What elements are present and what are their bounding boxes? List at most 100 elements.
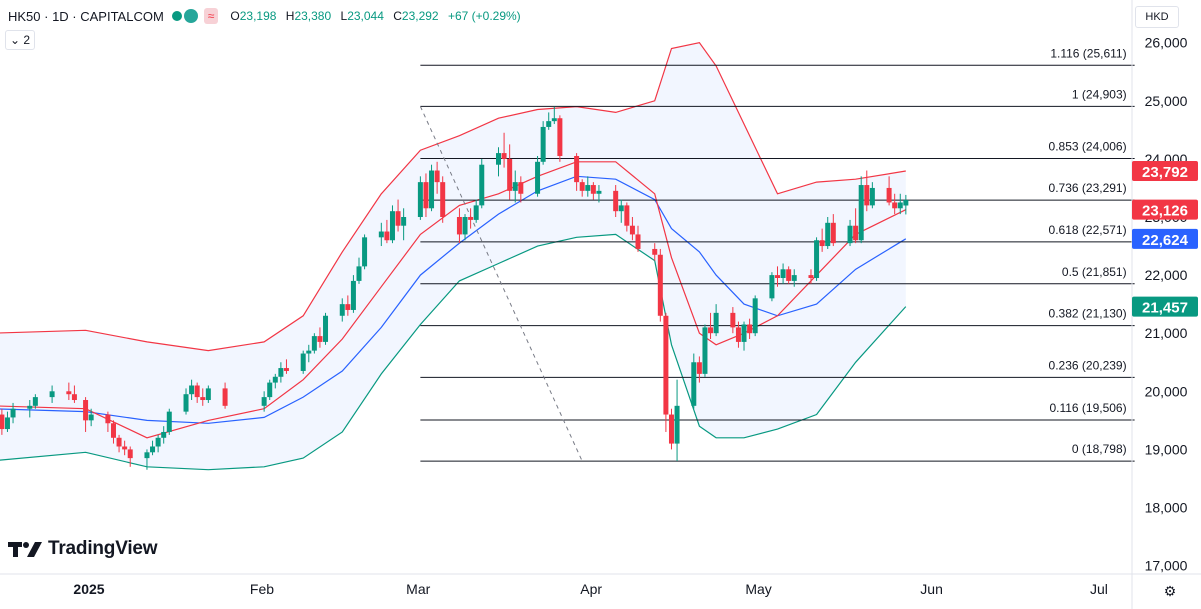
- x-tick-label: Feb: [250, 581, 274, 597]
- candle: [350, 275, 356, 313]
- candle-body: [551, 118, 557, 122]
- candle: [786, 266, 792, 284]
- candle: [356, 257, 362, 284]
- candle-body: [864, 185, 870, 206]
- candle: [814, 237, 820, 281]
- candle-body: [657, 254, 663, 316]
- candle-body: [183, 394, 189, 412]
- candle: [869, 182, 875, 209]
- candle-body: [791, 275, 797, 281]
- candle-body: [830, 222, 836, 244]
- candle-body: [847, 225, 853, 244]
- x-tick-label: Jun: [920, 581, 943, 597]
- fibonacci-retracement: 1.116 (25,611) 1 (24,903) 0.853 (24,006) 0.…: [419, 46, 1135, 462]
- x-tick-label: 2025: [73, 581, 104, 597]
- candle: [429, 164, 435, 212]
- candle: [378, 222, 384, 247]
- candle: [652, 243, 658, 261]
- fib-level-label: 0.236 (20,239): [1049, 358, 1127, 372]
- price-label-text: 22,624: [1142, 232, 1189, 249]
- candle: [345, 295, 351, 316]
- candle-body: [189, 385, 195, 395]
- candle-body: [434, 170, 440, 183]
- candle: [696, 356, 702, 383]
- close-value: 23,292: [401, 9, 439, 23]
- fib-level-label: 1.116 (25,611): [1050, 46, 1126, 60]
- candle-body: [311, 336, 317, 351]
- candle: [579, 179, 585, 197]
- fib-level-label: 0.382 (21,130): [1049, 307, 1127, 321]
- currency-button[interactable]: HKD: [1135, 6, 1179, 28]
- candle-body: [10, 408, 16, 418]
- candle: [535, 155, 541, 197]
- candle: [663, 312, 669, 432]
- candle-body: [769, 275, 775, 299]
- candle: [27, 400, 33, 418]
- candle: [886, 176, 892, 206]
- candle-body: [886, 187, 892, 203]
- y-tick-label: 20,000: [1145, 383, 1188, 399]
- settings-gear-icon[interactable]: ⚙: [1163, 583, 1177, 599]
- collapse-indicators-button[interactable]: ⌄ 2: [5, 30, 35, 50]
- candle-body: [512, 182, 518, 191]
- candle: [49, 385, 55, 403]
- candle-body: [708, 327, 714, 334]
- candle: [702, 324, 708, 377]
- candle-body: [0, 414, 5, 430]
- candle: [183, 388, 189, 415]
- candle-body: [741, 324, 747, 342]
- candle-body: [897, 202, 903, 209]
- candle-body: [869, 187, 875, 206]
- candle: [10, 402, 16, 424]
- indicator-icon[interactable]: ≈: [203, 8, 219, 24]
- candle-body: [473, 205, 479, 220]
- candle-body: [518, 182, 524, 194]
- candle: [440, 176, 446, 223]
- candle: [88, 408, 94, 427]
- candle: [317, 327, 323, 348]
- candle: [423, 173, 429, 217]
- candle-body: [323, 315, 329, 342]
- candle-body: [440, 182, 446, 217]
- candle-body: [261, 397, 267, 406]
- candle: [194, 382, 200, 403]
- candle-body: [903, 200, 909, 206]
- candle-body: [501, 153, 507, 159]
- candle: [691, 353, 697, 409]
- candle-body: [629, 225, 635, 235]
- candle-body: [730, 312, 736, 328]
- candle: [730, 307, 736, 334]
- y-tick-label: 18,000: [1145, 500, 1188, 516]
- candle: [462, 214, 468, 241]
- candle: [551, 106, 557, 125]
- candle-body: [456, 217, 462, 235]
- candle-body: [4, 417, 10, 430]
- symbol-title[interactable]: HK50 · 1D · CAPITALCOM: [8, 8, 164, 24]
- candle: [825, 217, 831, 249]
- candle-body: [585, 185, 591, 191]
- candle: [311, 333, 317, 354]
- candle-body: [814, 240, 820, 279]
- candle: [657, 248, 663, 322]
- candle-body: [155, 437, 161, 447]
- market-status-icon: [171, 11, 182, 21]
- candle: [847, 219, 853, 247]
- price-label-bg: [1132, 199, 1198, 220]
- candle-body: [892, 202, 898, 209]
- candle: [708, 312, 714, 340]
- candle-body: [378, 231, 384, 238]
- high-label: H: [285, 9, 295, 23]
- candle: [306, 344, 312, 363]
- candle-body: [613, 190, 619, 212]
- candle-body: [780, 269, 786, 279]
- candle-body: [395, 211, 401, 226]
- fib-level-label: 0.5 (21,851): [1062, 265, 1127, 279]
- candle: [166, 408, 172, 435]
- candle: [596, 185, 602, 203]
- candle: [127, 446, 133, 467]
- candle: [624, 202, 630, 232]
- candle-body: [702, 327, 708, 374]
- candle-body: [300, 353, 306, 371]
